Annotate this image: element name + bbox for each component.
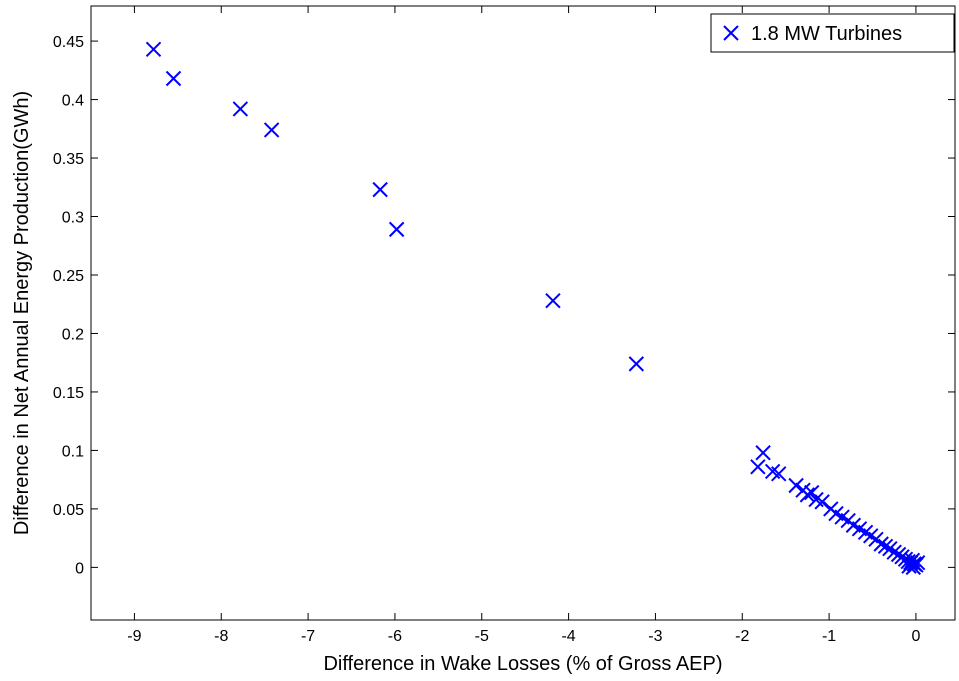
x-tick-label: -9 bbox=[127, 628, 141, 645]
legend-marker-x bbox=[723, 25, 739, 41]
data-point bbox=[545, 293, 561, 309]
data-point bbox=[750, 459, 766, 475]
x-tick-label: -5 bbox=[475, 628, 489, 645]
x-tick-label: 0 bbox=[911, 628, 920, 645]
x-tick-label: -2 bbox=[735, 628, 749, 645]
y-tick-label: 0.05 bbox=[53, 502, 84, 519]
y-axis-title: Difference in Net Annual Energy Producti… bbox=[11, 91, 33, 535]
legend-label: 1.8 MW Turbines bbox=[751, 23, 902, 45]
data-point bbox=[814, 494, 830, 510]
y-tick-label: 0.15 bbox=[53, 385, 84, 402]
legend: 1.8 MW Turbines bbox=[710, 13, 955, 53]
data-point bbox=[232, 101, 249, 117]
y-tick-label: 0.3 bbox=[62, 210, 84, 227]
x-tick-label: -6 bbox=[388, 628, 402, 645]
x-tick-label: -1 bbox=[822, 628, 836, 645]
data-point bbox=[372, 181, 388, 198]
x-tick-label: -4 bbox=[561, 628, 575, 645]
y-tick-label: 0.25 bbox=[53, 268, 84, 285]
y-tick-label: 0.1 bbox=[62, 443, 84, 460]
plot-frame bbox=[90, 5, 956, 621]
data-point bbox=[755, 445, 771, 461]
ticks-layer: -9 -8 -7 -6 -5 -4 -3 -2 -1 0 0 0.05 0.1 0.15 0.2 0.25 0.… bbox=[53, 6, 955, 645]
data-point bbox=[145, 41, 162, 57]
x-tick-label: -3 bbox=[648, 628, 662, 645]
x-tick-label: -7 bbox=[301, 628, 315, 645]
legend-box bbox=[710, 13, 955, 53]
data-point bbox=[901, 558, 917, 574]
data-point bbox=[771, 466, 787, 482]
data-point bbox=[788, 477, 804, 494]
data-point bbox=[388, 221, 405, 238]
data-point bbox=[165, 70, 182, 87]
y-tick-label: 0.2 bbox=[62, 326, 84, 343]
x-axis-title: Difference in Wake Losses (% of Gross AE… bbox=[323, 653, 722, 675]
y-tick-label: 0.4 bbox=[62, 93, 84, 110]
data-points bbox=[145, 41, 926, 576]
data-point bbox=[905, 559, 922, 576]
data-point bbox=[263, 122, 280, 138]
y-tick-label: 0.45 bbox=[53, 34, 84, 51]
y-tick-label: 0.35 bbox=[53, 151, 84, 168]
y-tick-label: 0 bbox=[75, 560, 84, 577]
data-point bbox=[799, 487, 816, 503]
x-tick-label: -8 bbox=[214, 628, 228, 645]
data-point bbox=[877, 538, 894, 555]
data-point bbox=[886, 544, 902, 560]
data-point bbox=[873, 536, 889, 552]
data-point bbox=[628, 356, 645, 372]
